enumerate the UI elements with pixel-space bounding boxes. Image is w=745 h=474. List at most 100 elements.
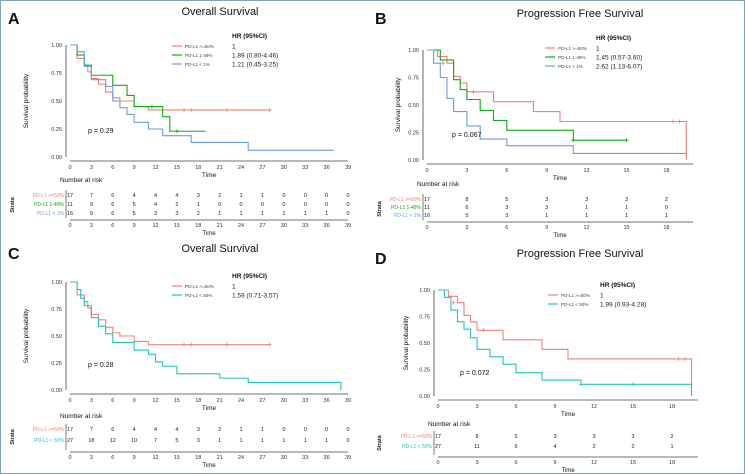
y-tick-label: 0.50 — [51, 99, 62, 105]
censor-mark — [267, 342, 272, 347]
panel-letter: C — [8, 246, 20, 263]
legend-label: PD-L1 < 1% — [558, 64, 583, 69]
x-tick-label: 12 — [591, 404, 597, 410]
censor-mark — [471, 89, 476, 94]
risk-x-tick-label: 21 — [217, 455, 223, 461]
risk-x-tick-label: 12 — [152, 455, 158, 461]
x-axis-label: Time — [202, 405, 217, 412]
risk-count: 16 — [424, 213, 430, 219]
censor-mark — [174, 129, 179, 134]
chart-title: Progression Free Survival — [517, 8, 644, 20]
y-tick-label: 1.00 — [419, 288, 430, 294]
risk-count: 2 — [665, 197, 668, 203]
risk-row-label: PD-L1 >=50% — [33, 193, 65, 199]
y-axis-label: Survival probability — [23, 73, 30, 128]
strata-label: Strata — [377, 200, 383, 217]
risk-count: 4 — [553, 444, 556, 450]
risk-count: 0 — [304, 202, 307, 208]
x-tick-label: 15 — [623, 168, 629, 174]
risk-x-axis-label: Time — [202, 231, 216, 237]
censor-mark — [676, 356, 681, 361]
risk-count: 2 — [592, 444, 595, 450]
risk-count: 0 — [325, 427, 328, 433]
y-tick-label: 0.75 — [408, 76, 419, 82]
survival-curve — [427, 49, 687, 154]
risk-x-tick-label: 9 — [545, 225, 548, 231]
censor-mark — [224, 107, 229, 112]
risk-count: 0 — [346, 427, 349, 433]
risk-count: 16 — [67, 211, 73, 217]
risk-count: 1 — [625, 205, 628, 211]
y-tick-label: 0.50 — [419, 341, 430, 347]
x-tick-label: 21 — [217, 398, 223, 404]
y-tick-label: 0.25 — [51, 127, 62, 133]
risk-count: 1 — [304, 438, 307, 444]
x-tick-label: 24 — [238, 165, 244, 171]
x-tick-label: 33 — [302, 398, 308, 404]
risk-x-tick-label: 0 — [68, 223, 71, 229]
risk-row-label: PD-L1 < 50% — [34, 438, 64, 444]
risk-count: 0 — [346, 211, 349, 217]
x-tick-label: 3 — [90, 165, 93, 171]
y-tick-label: 0.50 — [51, 334, 62, 340]
censor-mark — [579, 382, 583, 387]
x-tick-label: 9 — [133, 165, 136, 171]
risk-x-tick-label: 18 — [195, 223, 201, 229]
risk-x-tick-label: 39 — [345, 223, 351, 229]
risk-row-label: PD-L1 < 50% — [402, 444, 432, 450]
risk-count: 4 — [175, 193, 178, 199]
risk-count: 9 — [90, 202, 93, 208]
x-tick-label: 9 — [553, 404, 556, 410]
risk-count: 11 — [424, 205, 430, 211]
risk-count: 6 — [514, 444, 517, 450]
x-tick-label: 39 — [345, 398, 351, 404]
risk-count: 0 — [261, 202, 264, 208]
risk-count: 1 — [240, 438, 243, 444]
p-value: p = 0.29 — [88, 128, 114, 135]
risk-count: 0 — [665, 205, 668, 211]
legend-label: PD-L1 >=50% — [558, 46, 587, 51]
x-tick-label: 6 — [505, 168, 508, 174]
risk-x-tick-label: 18 — [669, 460, 675, 466]
risk-row-label: PD-L1 >=50% — [33, 427, 65, 433]
x-tick-label: 0 — [436, 404, 439, 410]
risk-table-header: Number at risk — [417, 181, 460, 188]
x-tick-label: 27 — [259, 165, 265, 171]
p-value: p = 0.072 — [460, 370, 489, 377]
risk-count: 7 — [90, 193, 93, 199]
hr-header: HR (95%CI) — [232, 273, 267, 280]
panel-letter: A — [8, 11, 20, 28]
survival-curve — [70, 281, 342, 390]
x-tick-label: 6 — [514, 404, 517, 410]
risk-count: 1 — [282, 438, 285, 444]
censor-mark — [683, 356, 687, 361]
risk-count: 4 — [175, 427, 178, 433]
x-tick-label: 21 — [217, 165, 223, 171]
risk-count: 3 — [154, 211, 157, 217]
hr-header: HR (95%CI) — [596, 35, 631, 42]
y-axis-label: Survival probability — [395, 77, 402, 132]
survival-curve — [427, 49, 687, 160]
risk-count: 1 — [325, 211, 328, 217]
x-tick-label: 15 — [630, 404, 636, 410]
risk-count: 7 — [154, 438, 157, 444]
y-tick-label: 0.50 — [408, 103, 419, 109]
risk-count: 3 — [197, 193, 200, 199]
x-tick-label: 0 — [68, 398, 71, 404]
x-tick-label: 15 — [174, 398, 180, 404]
censor-mark — [481, 328, 486, 333]
risk-x-tick-label: 27 — [259, 455, 265, 461]
risk-x-tick-label: 12 — [591, 460, 597, 466]
legend-label: PD-L1 < 1% — [185, 62, 210, 67]
hr-header: HR (95%CI) — [600, 282, 635, 289]
risk-count: 3 — [175, 211, 178, 217]
x-tick-label: 12 — [584, 168, 590, 174]
risk-count: 3 — [545, 197, 548, 203]
risk-x-tick-label: 15 — [630, 460, 636, 466]
risk-count: 3 — [197, 427, 200, 433]
x-tick-label: 3 — [475, 404, 478, 410]
y-axis-label: Survival probability — [23, 308, 30, 363]
y-tick-label: 0.25 — [419, 368, 430, 374]
